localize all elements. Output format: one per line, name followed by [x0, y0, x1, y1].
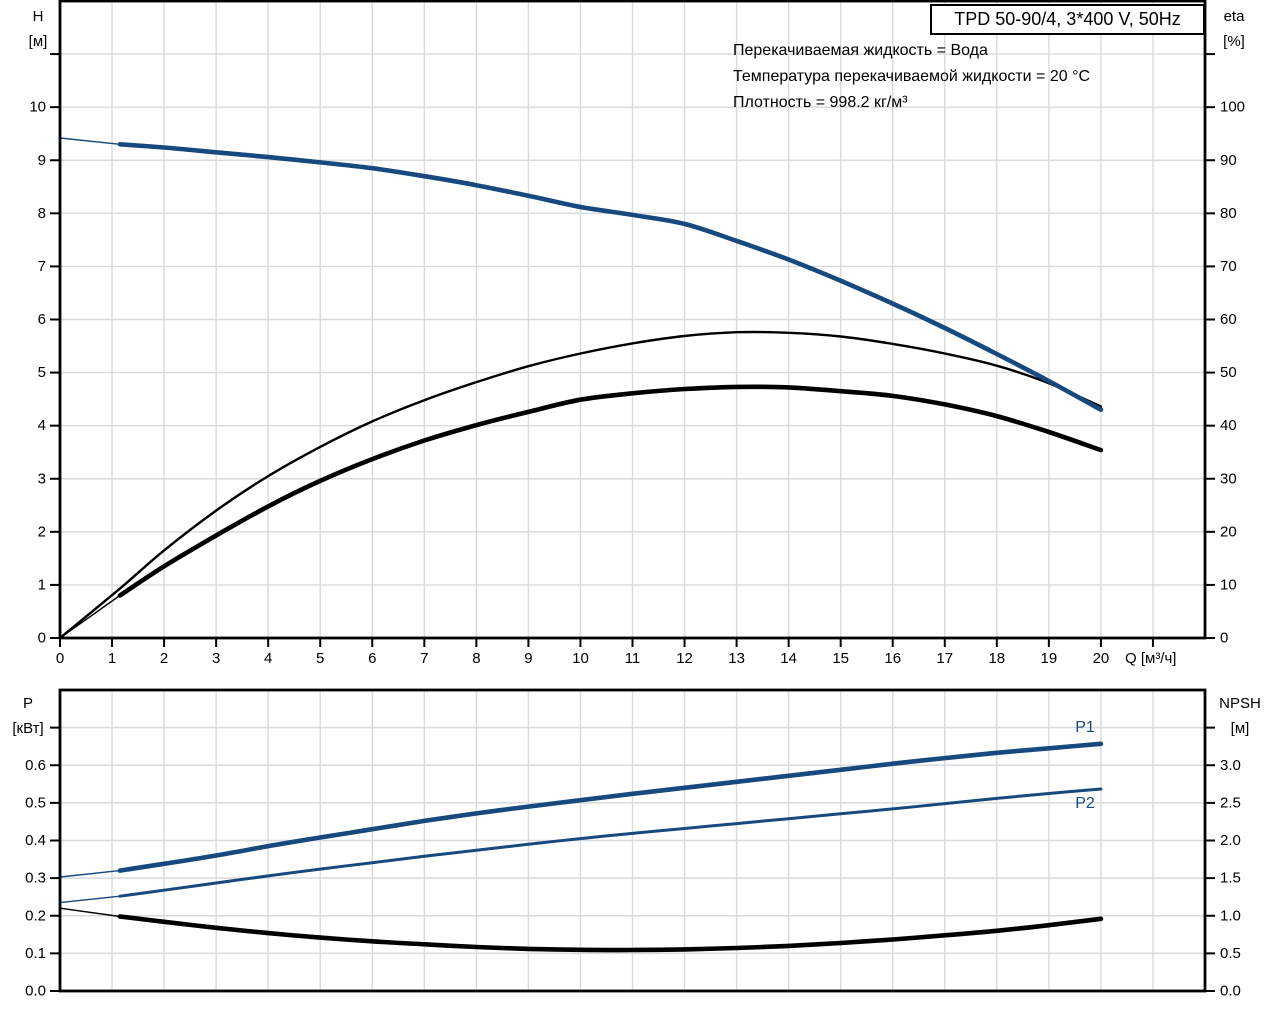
tick-label-x: 10 — [572, 650, 589, 667]
npsh-curve-lead — [59, 907, 120, 918]
tick-label-left: 0.6 — [25, 757, 46, 774]
tick-label-left: 0.5 — [25, 794, 46, 811]
tick-label-left: 3 — [38, 470, 46, 487]
npsh-axis-title: NPSH [м] — [1219, 695, 1261, 737]
condition-temperature: Температура перекачиваемой жидкости = 20… — [733, 68, 1091, 85]
eta-axis-title: eta [%] — [1223, 8, 1245, 50]
tick-label-left: 0.4 — [25, 832, 46, 849]
power-curve-p2-lead — [59, 895, 120, 904]
tick-label-x: 14 — [780, 650, 797, 667]
condition-liquid: Перекачиваемая жидкость = Вода — [733, 42, 988, 59]
flow-axis-title: Q [м³/ч] — [1125, 650, 1177, 667]
tick-label-left: 0.2 — [25, 907, 46, 924]
condition-density: Плотность = 998.2 кг/м³ — [733, 94, 908, 111]
tick-label-x: 18 — [988, 650, 1005, 667]
power-axis-title: P [кВт] — [12, 695, 44, 737]
tick-label-x: 19 — [1041, 650, 1058, 667]
tick-label-right: 0.0 — [1220, 983, 1241, 1000]
tick-label-x: 12 — [676, 650, 693, 667]
tick-label-x: 13 — [728, 650, 745, 667]
tick-label-right: 1.5 — [1220, 870, 1241, 887]
tick-label-left: 8 — [38, 205, 46, 222]
tick-label-x: 15 — [832, 650, 849, 667]
tick-label-left: 4 — [38, 417, 46, 434]
head-curve — [117, 142, 1104, 412]
tick-label-left: 0.1 — [25, 945, 46, 962]
tick-label-right: 60 — [1220, 311, 1237, 328]
tick-label-left: 10 — [29, 99, 46, 116]
tick-label-left: 0.3 — [25, 870, 46, 887]
pumped-liquid-conditions: Перекачиваемая жидкость = Вода Температу… — [733, 38, 1090, 116]
tick-label-x: 6 — [368, 650, 376, 667]
tick-label-x: 0 — [56, 650, 64, 667]
head-axis-title: H [м] — [28, 8, 48, 50]
tick-label-right: 80 — [1220, 205, 1237, 222]
tick-label-right: 1.0 — [1220, 907, 1241, 924]
tick-label-right: 2.0 — [1220, 832, 1241, 849]
chart-title: TPD 50-90/4, 3*400 V, 50Hz — [954, 9, 1181, 29]
power-curve-p2 — [118, 787, 1103, 898]
tick-label-right: 100 — [1220, 99, 1245, 116]
tick-label-right: 20 — [1220, 523, 1237, 540]
tick-label-right: 0.5 — [1220, 945, 1241, 962]
tick-label-x: 16 — [884, 650, 901, 667]
tick-label-left: 0 — [38, 630, 46, 647]
tick-label-x: 1 — [108, 650, 116, 667]
p2-series-label: P2 — [1075, 795, 1095, 812]
tick-label-x: 7 — [420, 650, 428, 667]
chart-title-box: TPD 50-90/4, 3*400 V, 50Hz — [930, 4, 1205, 35]
power-curve-p1 — [117, 741, 1104, 873]
tick-label-x: 11 — [625, 650, 641, 667]
tick-label-x: 17 — [936, 650, 953, 667]
tick-label-right: 2.5 — [1220, 794, 1241, 811]
tick-label-left: 6 — [38, 311, 46, 328]
tick-label-x: 5 — [316, 650, 324, 667]
tick-label-right: 90 — [1220, 152, 1237, 169]
tick-label-left: 7 — [38, 258, 46, 275]
tick-label-right: 30 — [1220, 470, 1237, 487]
tick-label-left: 1 — [38, 576, 46, 593]
tick-label-x: 4 — [264, 650, 272, 667]
npsh-curve — [117, 914, 1104, 953]
tick-label-right: 0 — [1220, 630, 1228, 647]
efficiency-curve-thin — [58, 330, 1103, 640]
tick-label-x: 3 — [212, 650, 220, 667]
tick-label-x: 9 — [524, 650, 532, 667]
tick-label-right: 40 — [1220, 417, 1237, 434]
tick-label-right: 50 — [1220, 364, 1237, 381]
tick-label-left: 2 — [38, 523, 46, 540]
p1-series-label: P1 — [1075, 719, 1095, 736]
power-curve-p1-lead — [59, 869, 120, 878]
head-curve-lead — [59, 137, 120, 145]
tick-label-left: 9 — [38, 152, 46, 169]
tick-label-x: 2 — [160, 650, 168, 667]
tick-label-x: 20 — [1093, 650, 1110, 667]
efficiency-curve-thick-lead — [59, 594, 121, 639]
tick-label-right: 10 — [1220, 576, 1237, 593]
tick-label-left: 5 — [38, 364, 46, 381]
tick-label-right: 70 — [1220, 258, 1237, 275]
tick-label-x: 8 — [472, 650, 480, 667]
efficiency-curve-thick — [117, 384, 1104, 598]
tick-label-right: 3.0 — [1220, 757, 1241, 774]
tick-label-left: 0.0 — [25, 983, 46, 1000]
